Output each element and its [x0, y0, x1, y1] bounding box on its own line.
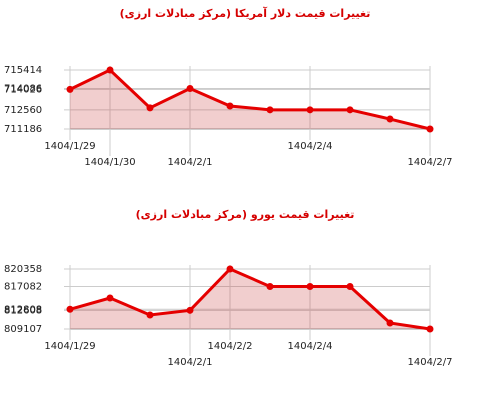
y-tick-label: 711186 [4, 124, 42, 135]
y-tick-label: 714026 [4, 84, 42, 95]
x-tick-label: 1404/2/4 [288, 141, 333, 152]
x-tick-label: 1404/2/2 [208, 341, 253, 352]
x-tick-label: 1404/1/29 [44, 141, 95, 152]
point [146, 104, 154, 112]
y-tick-label: 712560 [4, 105, 42, 116]
point [226, 102, 234, 110]
point [386, 319, 394, 327]
x-tick-label: 1404/2/1 [168, 357, 213, 368]
point [106, 66, 114, 74]
y-tick-label: 715414 [4, 65, 42, 76]
x-tick-label: 1404/1/30 [84, 157, 135, 168]
point [66, 305, 74, 313]
point [426, 325, 434, 333]
point [66, 85, 74, 93]
x-tick-label: 1404/2/7 [408, 357, 453, 368]
area [70, 70, 430, 129]
y-tick-label: 812808 [4, 304, 42, 315]
point [306, 282, 314, 290]
line [69, 267, 431, 331]
y-tick-label: 714086 [4, 84, 42, 95]
point [386, 115, 394, 123]
y-tick-label: 812608 [4, 305, 42, 316]
x-tick-label: 1404/2/4 [288, 341, 333, 352]
x-tick-label: 1404/1/29 [44, 341, 95, 352]
x-tick-label: 1404/2/1 [168, 157, 213, 168]
point [226, 265, 234, 273]
point [266, 282, 274, 290]
x-tick-label: 1404/2/7 [408, 157, 453, 168]
point [146, 311, 154, 319]
y-tick-label: 817082 [4, 281, 42, 292]
chart-title: تغییرات قیمت دلار آمریکا (مرکز مبادلات ا… [120, 6, 371, 20]
point [106, 294, 114, 302]
y-tick-label: 820358 [4, 264, 42, 275]
point [426, 125, 434, 133]
line [69, 68, 431, 131]
point [346, 282, 354, 290]
point [346, 106, 354, 114]
point [186, 306, 194, 314]
point [266, 106, 274, 114]
point [186, 85, 194, 93]
point [306, 106, 314, 114]
chart-title: تغییرات قیمت یورو (مرکز مبادلات ارزی) [136, 208, 355, 221]
y-tick-label: 809107 [4, 324, 42, 335]
